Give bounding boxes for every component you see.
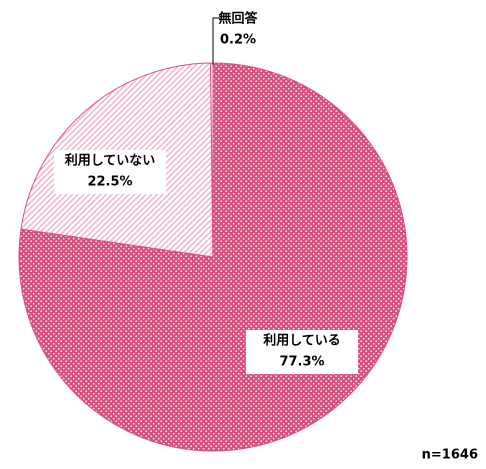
- slice-value: 0.2%: [220, 33, 256, 48]
- slice-label: 利用していない: [65, 153, 156, 169]
- slice-value: 22.5%: [87, 175, 132, 190]
- leader-line: [212, 17, 221, 65]
- slice-value: 77.3%: [279, 355, 324, 370]
- label-box: [54, 150, 166, 194]
- slice-label: 無回答: [218, 11, 258, 27]
- label-box: [246, 330, 358, 374]
- slice-label: 利用している: [263, 333, 341, 349]
- sample-size: n=1646: [422, 448, 478, 463]
